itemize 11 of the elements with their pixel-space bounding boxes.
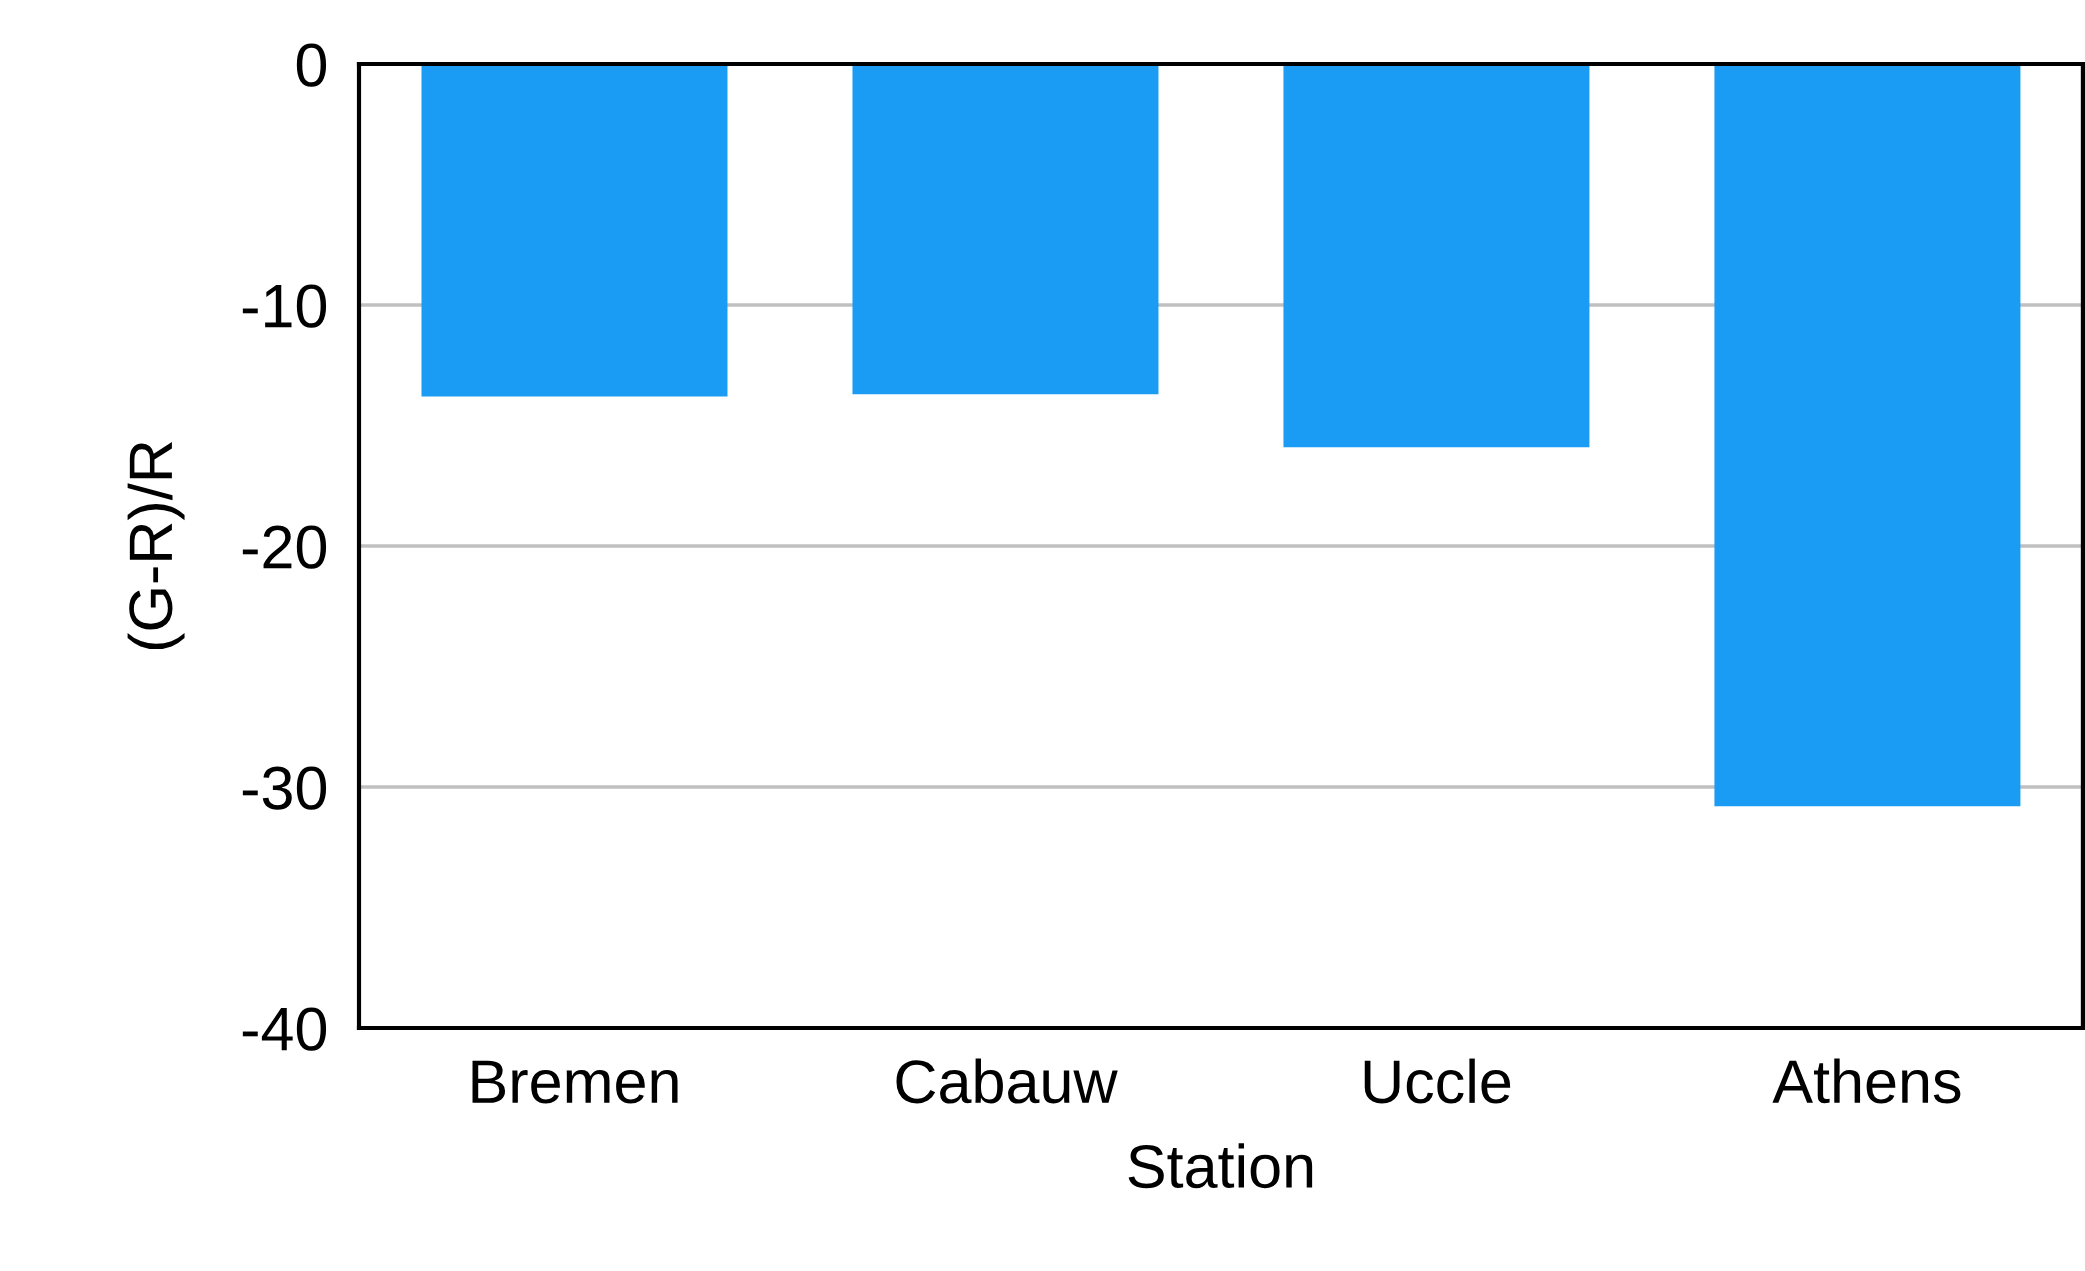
- y-tick-label: 0: [296, 43, 327, 87]
- y-axis-title: (G-R)/R: [127, 441, 185, 650]
- y-tick-label: -30: [242, 766, 327, 810]
- x-tick-label: Cabauw: [896, 1058, 1118, 1104]
- x-tick-label: Athens: [1772, 1058, 1961, 1104]
- y-tick-label: -40: [242, 1007, 327, 1051]
- y-tick-label: -20: [242, 525, 327, 569]
- y-tick-label: -10: [242, 284, 327, 328]
- x-axis-title: Station: [1128, 1143, 1313, 1189]
- x-tick-label: Bremen: [472, 1060, 678, 1104]
- x-tick-label: Uccle: [1364, 1058, 1511, 1104]
